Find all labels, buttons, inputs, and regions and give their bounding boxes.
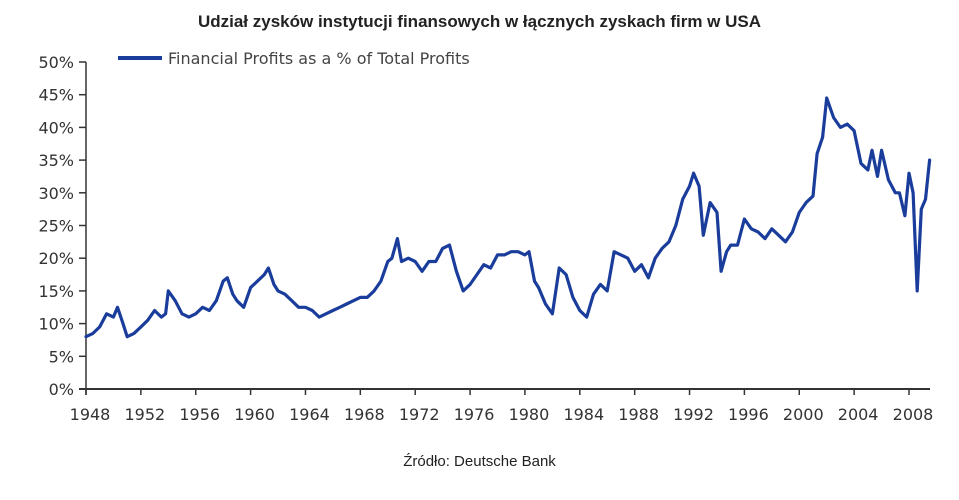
x-tick-label: 1980: [509, 405, 550, 424]
x-tick-label: 2004: [838, 405, 879, 424]
y-axis: 0% 5% 10% 15% 20% 25% 30% 35% 40% 45% 50%: [38, 53, 87, 399]
y-tick-label: 35%: [38, 151, 74, 170]
y-tick-label: 45%: [38, 86, 74, 105]
source-note: Źródło: Deutsche Bank: [403, 453, 556, 470]
x-tick-label: 1968: [344, 405, 385, 424]
x-axis: 1948 1952 1956 1960 1964 1968 1972 1976 1980 1984…: [70, 388, 934, 424]
x-tick-label: 1964: [289, 405, 330, 424]
x-tick-label: 2000: [783, 405, 824, 424]
series-line: [84, 96, 932, 339]
legend: Financial Profits as a % of Total Profit…: [118, 49, 470, 68]
chart-title: Udział zysków instytucji finansowych w ł…: [197, 12, 762, 31]
x-tick-label: 1956: [179, 405, 220, 424]
x-tick-label: 1952: [125, 405, 166, 424]
x-tick-label: 1988: [618, 405, 659, 424]
y-tick-label: 40%: [38, 118, 74, 137]
x-tick-label: 1984: [563, 405, 604, 424]
x-tick-label: 1996: [728, 405, 769, 424]
x-tick-label: 1960: [234, 405, 275, 424]
x-tick-label: 1992: [673, 405, 714, 424]
y-tick-label: 0%: [49, 380, 74, 399]
y-tick-label: 25%: [38, 217, 74, 236]
y-tick-label: 50%: [38, 53, 74, 72]
legend-label: Financial Profits as a % of Total Profit…: [168, 49, 470, 68]
y-tick-label: 5%: [49, 347, 74, 366]
y-tick-label: 15%: [38, 282, 74, 301]
x-tick-label: 1948: [70, 405, 111, 424]
y-tick-label: 30%: [38, 184, 74, 203]
y-tick-label: 20%: [38, 249, 74, 268]
x-tick-label: 1972: [399, 405, 440, 424]
y-tick-label: 10%: [38, 315, 74, 334]
x-tick-label: 2008: [893, 405, 934, 424]
x-tick-label: 1976: [454, 405, 495, 424]
